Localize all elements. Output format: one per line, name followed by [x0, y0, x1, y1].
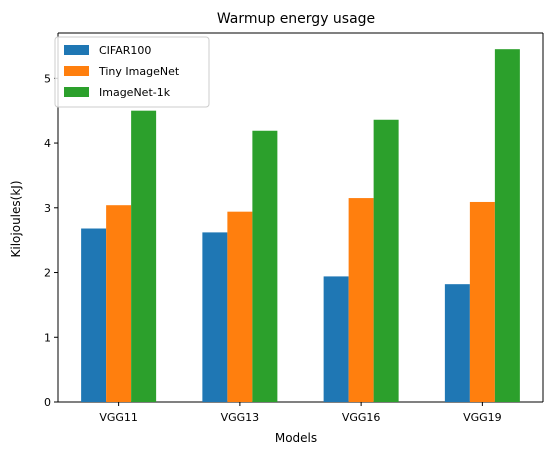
bar-cifar100-vgg19 — [444, 284, 470, 402]
y-axis: 0 1 2 3 4 5 — [44, 72, 58, 409]
bar-imagenet-1k-vgg19 — [494, 49, 520, 403]
legend-label: CIFAR100 — [99, 44, 151, 57]
legend-label: ImageNet-1k — [99, 86, 171, 99]
y-tick-label: 4 — [44, 137, 51, 150]
y-axis-label: Kilojoules(kJ) — [9, 181, 23, 258]
x-axis: VGG11 VGG13 VGG16 VGG19 — [99, 402, 502, 424]
bar-cifar100-vgg13 — [202, 232, 228, 402]
x-axis-label: Models — [275, 431, 317, 445]
legend: CIFAR100 Tiny ImageNet ImageNet-1k — [54, 36, 210, 108]
bar-cifar100-vgg16 — [323, 276, 349, 402]
y-tick-label: 5 — [44, 72, 51, 85]
bar-tiny-imagenet-vgg16 — [348, 198, 374, 402]
bar-cifar100-vgg11 — [81, 228, 107, 402]
legend-swatch — [64, 87, 89, 97]
bar-imagenet-1k-vgg13 — [252, 130, 278, 402]
y-tick-label: 3 — [44, 202, 51, 215]
y-tick-label: 2 — [44, 267, 51, 280]
legend-swatch — [64, 66, 89, 76]
bar-imagenet-1k-vgg11 — [131, 110, 157, 403]
legend-box — [54, 36, 210, 108]
x-tick-label: VGG11 — [99, 411, 138, 424]
bar-tiny-imagenet-vgg19 — [469, 201, 495, 402]
legend-label: Tiny ImageNet — [98, 65, 180, 78]
chart-title: Warmup energy usage — [217, 11, 375, 27]
bars-group — [81, 49, 520, 403]
bar-tiny-imagenet-vgg11 — [106, 205, 132, 402]
y-tick-label: 0 — [44, 396, 51, 409]
x-tick-label: VGG16 — [342, 411, 381, 424]
bar-imagenet-1k-vgg16 — [373, 119, 399, 402]
bar-tiny-imagenet-vgg13 — [227, 211, 253, 402]
legend-swatch — [64, 45, 89, 55]
x-tick-label: VGG13 — [221, 411, 260, 424]
x-tick-label: VGG19 — [463, 411, 502, 424]
y-tick-label: 1 — [44, 331, 51, 344]
